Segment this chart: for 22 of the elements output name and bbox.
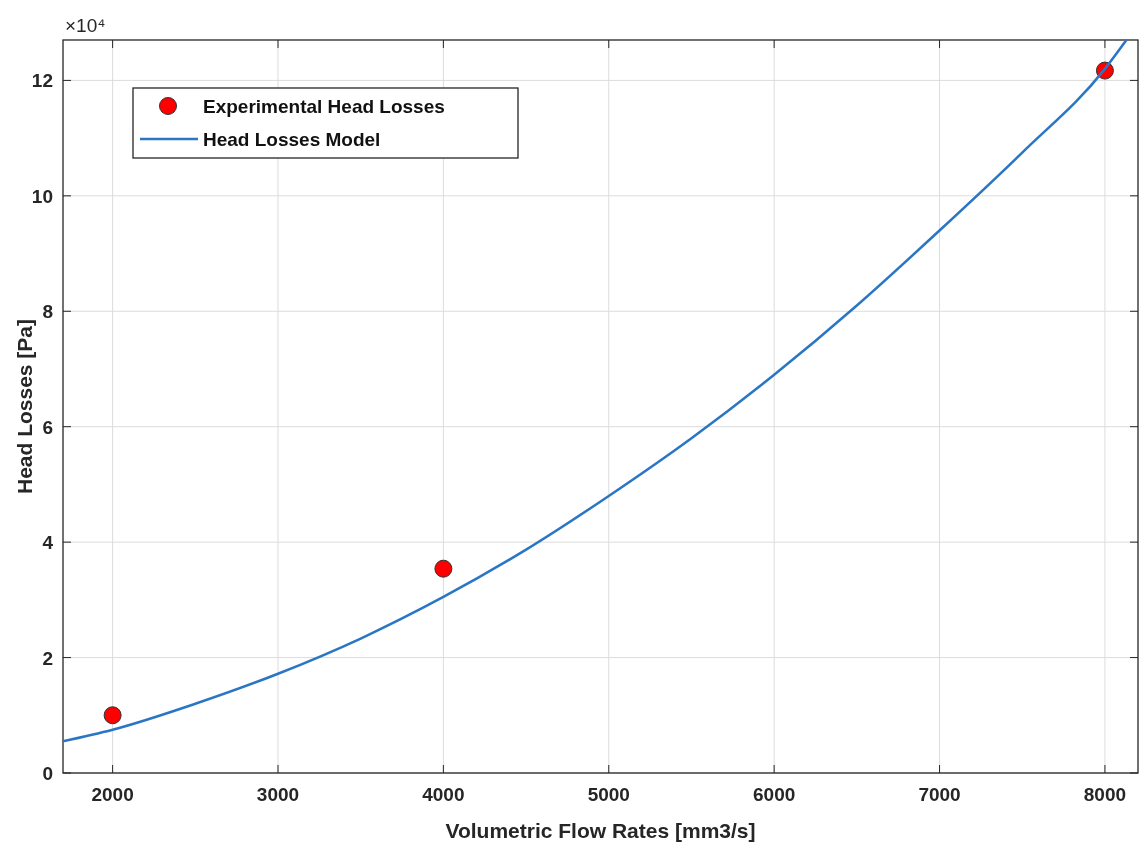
point xyxy=(434,559,453,578)
x-tick-label: 4000 xyxy=(422,784,465,805)
y-tick-label: 12 xyxy=(31,70,53,92)
x-tick-label: 7000 xyxy=(918,784,961,805)
x-tick-label: 6000 xyxy=(753,784,796,805)
x-axis-title: Volumetric Flow Rates [mm3/s] xyxy=(445,819,756,842)
x-tick-label: 2000 xyxy=(91,784,134,805)
y-tick-label: 8 xyxy=(42,301,53,323)
legend-label: Experimental Head Losses xyxy=(203,96,445,117)
point xyxy=(103,706,122,725)
x-tick-label: 5000 xyxy=(587,784,630,805)
text: ×10⁴ xyxy=(65,15,106,36)
x-tick-label: 8000 xyxy=(1083,784,1127,805)
y-tick-label: 6 xyxy=(42,416,53,438)
line-series xyxy=(61,38,1128,743)
x-tick-label: 3000 xyxy=(256,784,300,805)
legend-label: Head Losses Model xyxy=(203,129,381,150)
y-tick-label: 4 xyxy=(42,532,54,554)
y-tick-label: 10 xyxy=(31,185,53,207)
y-tick-label: 2 xyxy=(42,647,53,669)
y-axis-title: Head Losses [Pa] xyxy=(13,318,36,495)
y-tick-label: 0 xyxy=(42,763,53,784)
